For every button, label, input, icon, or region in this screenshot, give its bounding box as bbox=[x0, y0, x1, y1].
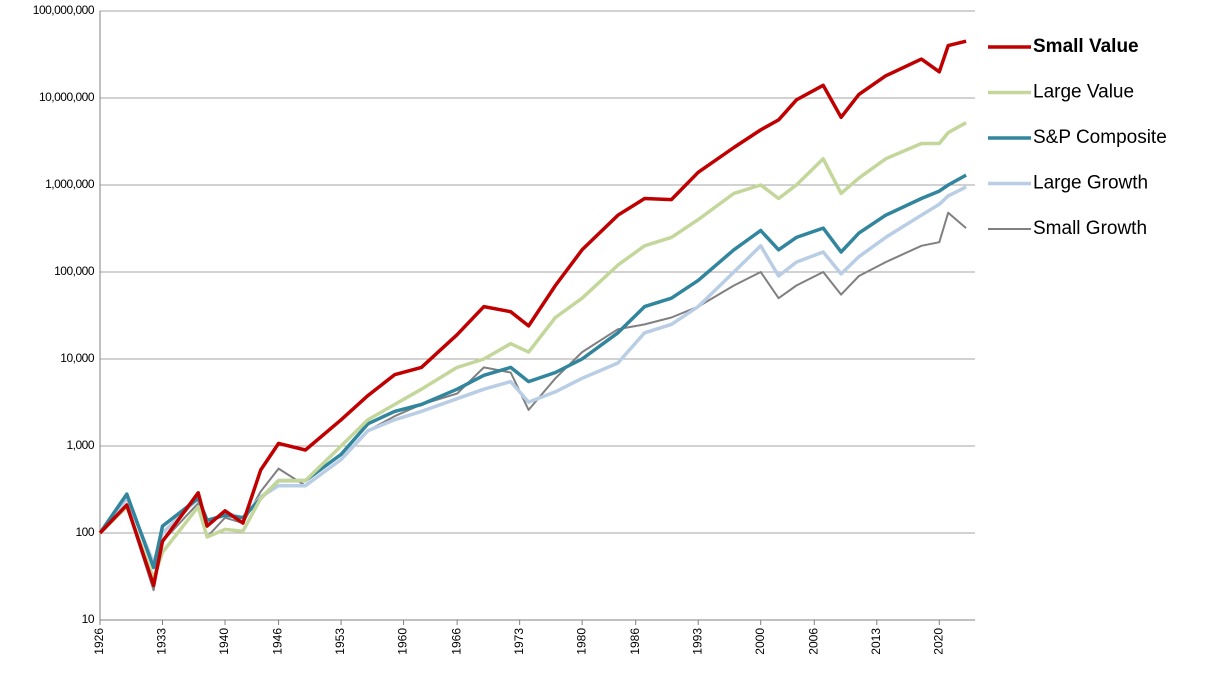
y-tick-label: 100 bbox=[75, 525, 94, 539]
legend-label: S&P Composite bbox=[1033, 127, 1167, 148]
y-tick-label: 10,000,000 bbox=[39, 90, 95, 104]
x-tick-label: 2006 bbox=[806, 628, 820, 655]
x-tick-label: 2020 bbox=[931, 628, 945, 655]
x-tick-label: 1933 bbox=[155, 628, 169, 655]
y-tick-label: 100,000 bbox=[54, 264, 95, 278]
legend-label: Small Growth bbox=[1033, 218, 1147, 239]
y-tick-label: 1,000 bbox=[66, 438, 94, 452]
y-tick-label: 10 bbox=[82, 612, 95, 626]
x-tick-label: 1926 bbox=[92, 628, 106, 655]
y-tick-label: 10,000 bbox=[60, 351, 95, 365]
series-line bbox=[98, 173, 967, 570]
x-tick-label: 1966 bbox=[449, 628, 463, 655]
x-tick-label: 1953 bbox=[333, 628, 347, 655]
x-tick-label: 1940 bbox=[217, 628, 231, 655]
legend-label: Small Value bbox=[1033, 36, 1139, 57]
y-tick-label: 1,000,000 bbox=[45, 177, 95, 191]
x-tick-label: 1993 bbox=[690, 628, 704, 655]
x-tick-label: 2013 bbox=[869, 628, 883, 655]
series-line bbox=[99, 211, 967, 592]
legend-label: Large Value bbox=[1033, 82, 1134, 103]
legend-label: Large Growth bbox=[1033, 173, 1148, 194]
x-tick-label: 1946 bbox=[271, 628, 285, 655]
y-tick-label: 100,000,000 bbox=[33, 3, 95, 17]
x-tick-label: 2000 bbox=[753, 628, 767, 655]
x-tick-label: 1980 bbox=[574, 628, 588, 655]
x-tick-label: 1973 bbox=[512, 628, 526, 655]
x-tick-label: 1960 bbox=[396, 628, 410, 655]
series-line bbox=[98, 39, 967, 588]
x-tick-label: 1986 bbox=[628, 628, 642, 655]
series-line bbox=[98, 121, 967, 581]
